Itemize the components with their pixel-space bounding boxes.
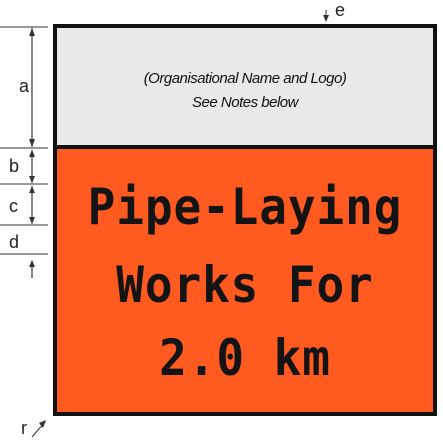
sign-line-1: Pipe-Laying [87, 178, 403, 236]
logo-panel-note: (Organisational Name and Logo) [143, 70, 347, 87]
dim-label-d: d [9, 232, 20, 252]
dim-label-e: e [335, 0, 346, 20]
logo-panel-subnote: See Notes below [192, 94, 298, 111]
dim-e-arrow-down [323, 15, 329, 22]
dim-b-arrow-up [29, 150, 35, 157]
dim-c-arrow-down [29, 217, 35, 224]
dim-c-arrow-up [29, 186, 35, 193]
dim-label-a: a [19, 76, 30, 96]
dim-a-arrow-up [29, 28, 35, 36]
dim-a-arrow-down [29, 139, 35, 147]
message-panel [57, 149, 433, 412]
dim-label-c: c [9, 196, 18, 216]
dim-d-arrow-up [29, 260, 35, 267]
dim-r-arrow [39, 420, 46, 428]
sign-line-3: 2.0 km [159, 329, 331, 387]
dim-label-b: b [9, 156, 20, 176]
dim-label-r: r [21, 418, 27, 438]
logo-panel [57, 28, 433, 149]
sign-line-2: Works For [116, 256, 374, 314]
dim-b-arrow-down [29, 176, 35, 183]
